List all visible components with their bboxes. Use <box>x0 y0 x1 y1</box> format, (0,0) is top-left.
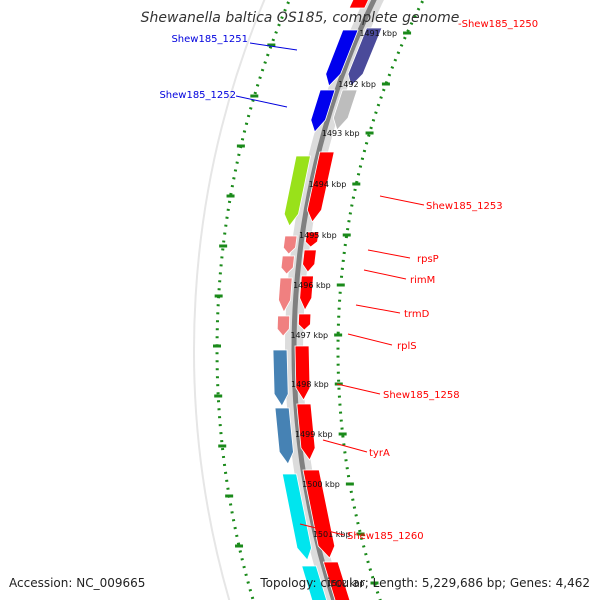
gene-leader-line <box>379 195 425 206</box>
gene-block[interactable] <box>310 89 336 133</box>
gene-block[interactable] <box>302 469 336 559</box>
gene-label[interactable]: trmD <box>404 309 430 320</box>
gene-label[interactable]: Shew185_1253 <box>426 201 503 212</box>
gene-leader-line <box>322 439 368 453</box>
scale-tick-label: 1491 kbp <box>359 29 397 38</box>
scale-tick-label: 1499 kbp <box>295 430 333 439</box>
scale-tick-label: 1501 kbp <box>313 530 351 539</box>
gene-block[interactable] <box>332 89 358 131</box>
gene-leader-line <box>363 269 407 280</box>
scale-tick-label: 1492 kbp <box>338 80 376 89</box>
gene-block[interactable] <box>304 231 320 248</box>
gene-label[interactable]: Shew185_1260 <box>347 531 424 542</box>
gene-block[interactable] <box>283 155 311 227</box>
gene-label[interactable]: rimM <box>410 275 435 286</box>
gene-label[interactable]: tyrA <box>369 448 390 459</box>
gene-block[interactable] <box>299 275 314 311</box>
gene-block[interactable] <box>298 313 312 331</box>
gene-label[interactable]: Shew185_1258 <box>383 390 460 401</box>
gene-block[interactable] <box>347 27 383 87</box>
gene-block[interactable] <box>276 315 291 337</box>
scale-tick-label: 1498 kbp <box>291 380 329 389</box>
gene-leader-line <box>336 383 381 395</box>
gene-block[interactable] <box>325 29 359 87</box>
scale-tick-label: 1493 kbp <box>322 129 360 138</box>
gene-block[interactable] <box>301 565 329 600</box>
gene-leader-line <box>299 523 345 536</box>
gene-block[interactable] <box>278 277 293 313</box>
ticks-layer: 1491 kbp 1492 kbp 1493 kbp 1494 kbp 1495 kbp… <box>213 29 412 588</box>
gene-leader-line <box>367 249 411 259</box>
gene-leader-line <box>355 304 401 314</box>
gene-label[interactable]: -Shew185_1250 <box>458 19 538 30</box>
backbone <box>291 0 377 600</box>
topology-text: Topology: circular; Length: 5,229,686 bp… <box>260 576 590 590</box>
gene-leader-line <box>347 333 393 346</box>
outer-ring-edge <box>193 0 266 600</box>
gene-block[interactable] <box>296 403 316 461</box>
gene-block[interactable] <box>282 235 298 255</box>
genes-layer <box>272 0 383 600</box>
gene-block[interactable] <box>322 561 352 600</box>
gene-label[interactable]: Shew185_1252 <box>159 90 236 101</box>
gene-block[interactable] <box>348 0 369 9</box>
accession-text: Accession: NC_009665 <box>9 576 146 590</box>
gene-block[interactable] <box>302 249 317 273</box>
labels-layer: -Shew185_1250 Shew185_1251 Shew185_1252 She… <box>159 19 538 542</box>
gene-label[interactable]: rplS <box>397 341 417 352</box>
gene-block[interactable] <box>306 151 335 223</box>
gene-block[interactable] <box>281 473 312 561</box>
gene-label[interactable]: rpsP <box>417 254 439 265</box>
scale-tick-label: 1495 kbp <box>299 231 337 240</box>
gene-block[interactable] <box>274 407 294 465</box>
gene-label[interactable]: Shew185_1251 <box>171 34 248 45</box>
scale-tick-label: 1497 kbp <box>290 331 328 340</box>
scale-tick-label: 1502 kbp <box>327 579 365 588</box>
scale-tick-label: 1496 kbp <box>293 281 331 290</box>
map-title: Shewanella baltica OS185, complete genom… <box>140 10 460 26</box>
gene-block[interactable] <box>280 255 295 275</box>
gene-leader-line <box>249 42 298 51</box>
gene-block[interactable] <box>294 345 311 401</box>
gene-block[interactable] <box>272 349 289 407</box>
gene-leader-line <box>235 95 288 108</box>
scale-tick-label: 1500 kbp <box>302 480 340 489</box>
scale-tick-label: 1494 kbp <box>309 180 347 189</box>
